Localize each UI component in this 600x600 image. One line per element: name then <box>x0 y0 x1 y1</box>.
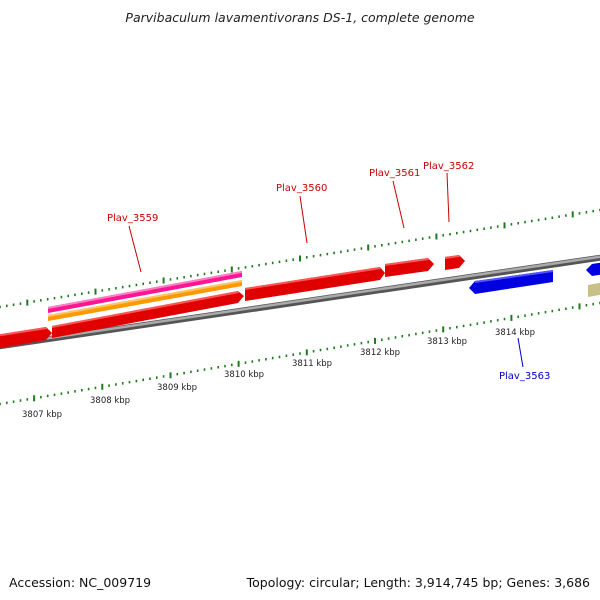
gene-arrow-plav-3559[interactable] <box>52 291 244 338</box>
gene-arrow-plav-3561[interactable] <box>385 258 434 277</box>
orange-feature-bar-top <box>48 280 242 317</box>
genome-backbone-highlight <box>0 255 600 347</box>
gene-label-plav-3563[interactable]: Plav_3563 <box>499 371 550 382</box>
kbp-label: 3810 kbp <box>224 370 264 380</box>
leader-line-plav-3563 <box>517 337 524 368</box>
gene-arrow-plav-3562[interactable] <box>445 255 465 270</box>
genome-title: Parvibaculum lavamentivorans DS-1, compl… <box>125 10 475 25</box>
leader-line-plav-3559 <box>128 225 142 273</box>
kbp-label: 3808 kbp <box>90 396 130 406</box>
leader-line-plav-3562 <box>446 172 450 223</box>
khaki-feature-bar[interactable] <box>588 282 600 297</box>
accession-label: Accession: NC_009719 <box>9 575 152 590</box>
kbp-label: 3807 kbp <box>22 410 62 420</box>
leader-line-plav-3561 <box>392 180 405 229</box>
gene-arrow-plav-3564[interactable] <box>586 262 600 276</box>
genome-summary: Topology: circular; Length: 3,914,745 bp… <box>246 575 590 590</box>
gene-arrow-plav-3563[interactable] <box>469 270 553 294</box>
kbp-label: 3812 kbp <box>360 348 400 358</box>
gene-label-plav-3559[interactable]: Plav_3559 <box>107 213 158 224</box>
kbp-label: 3814 kbp <box>495 328 535 338</box>
gene-label-plav-3560[interactable]: Plav_3560 <box>276 183 327 194</box>
bottom-scale-ticks <box>0 301 600 406</box>
gene-arrow-plav-3558[interactable] <box>0 327 52 349</box>
top-scale-ticks <box>0 208 600 309</box>
kbp-label: 3813 kbp <box>427 337 467 347</box>
leader-line-plav-3560 <box>299 195 308 244</box>
kbp-label: 3809 kbp <box>157 383 197 393</box>
pink-feature-bar-top <box>48 271 242 309</box>
gene-label-plav-3562[interactable]: Plav_3562 <box>423 161 474 172</box>
kbp-label: 3811 kbp <box>292 359 332 369</box>
gene-label-plav-3561[interactable]: Plav_3561 <box>369 168 420 179</box>
gene-arrow-plav-3560[interactable] <box>245 267 385 301</box>
